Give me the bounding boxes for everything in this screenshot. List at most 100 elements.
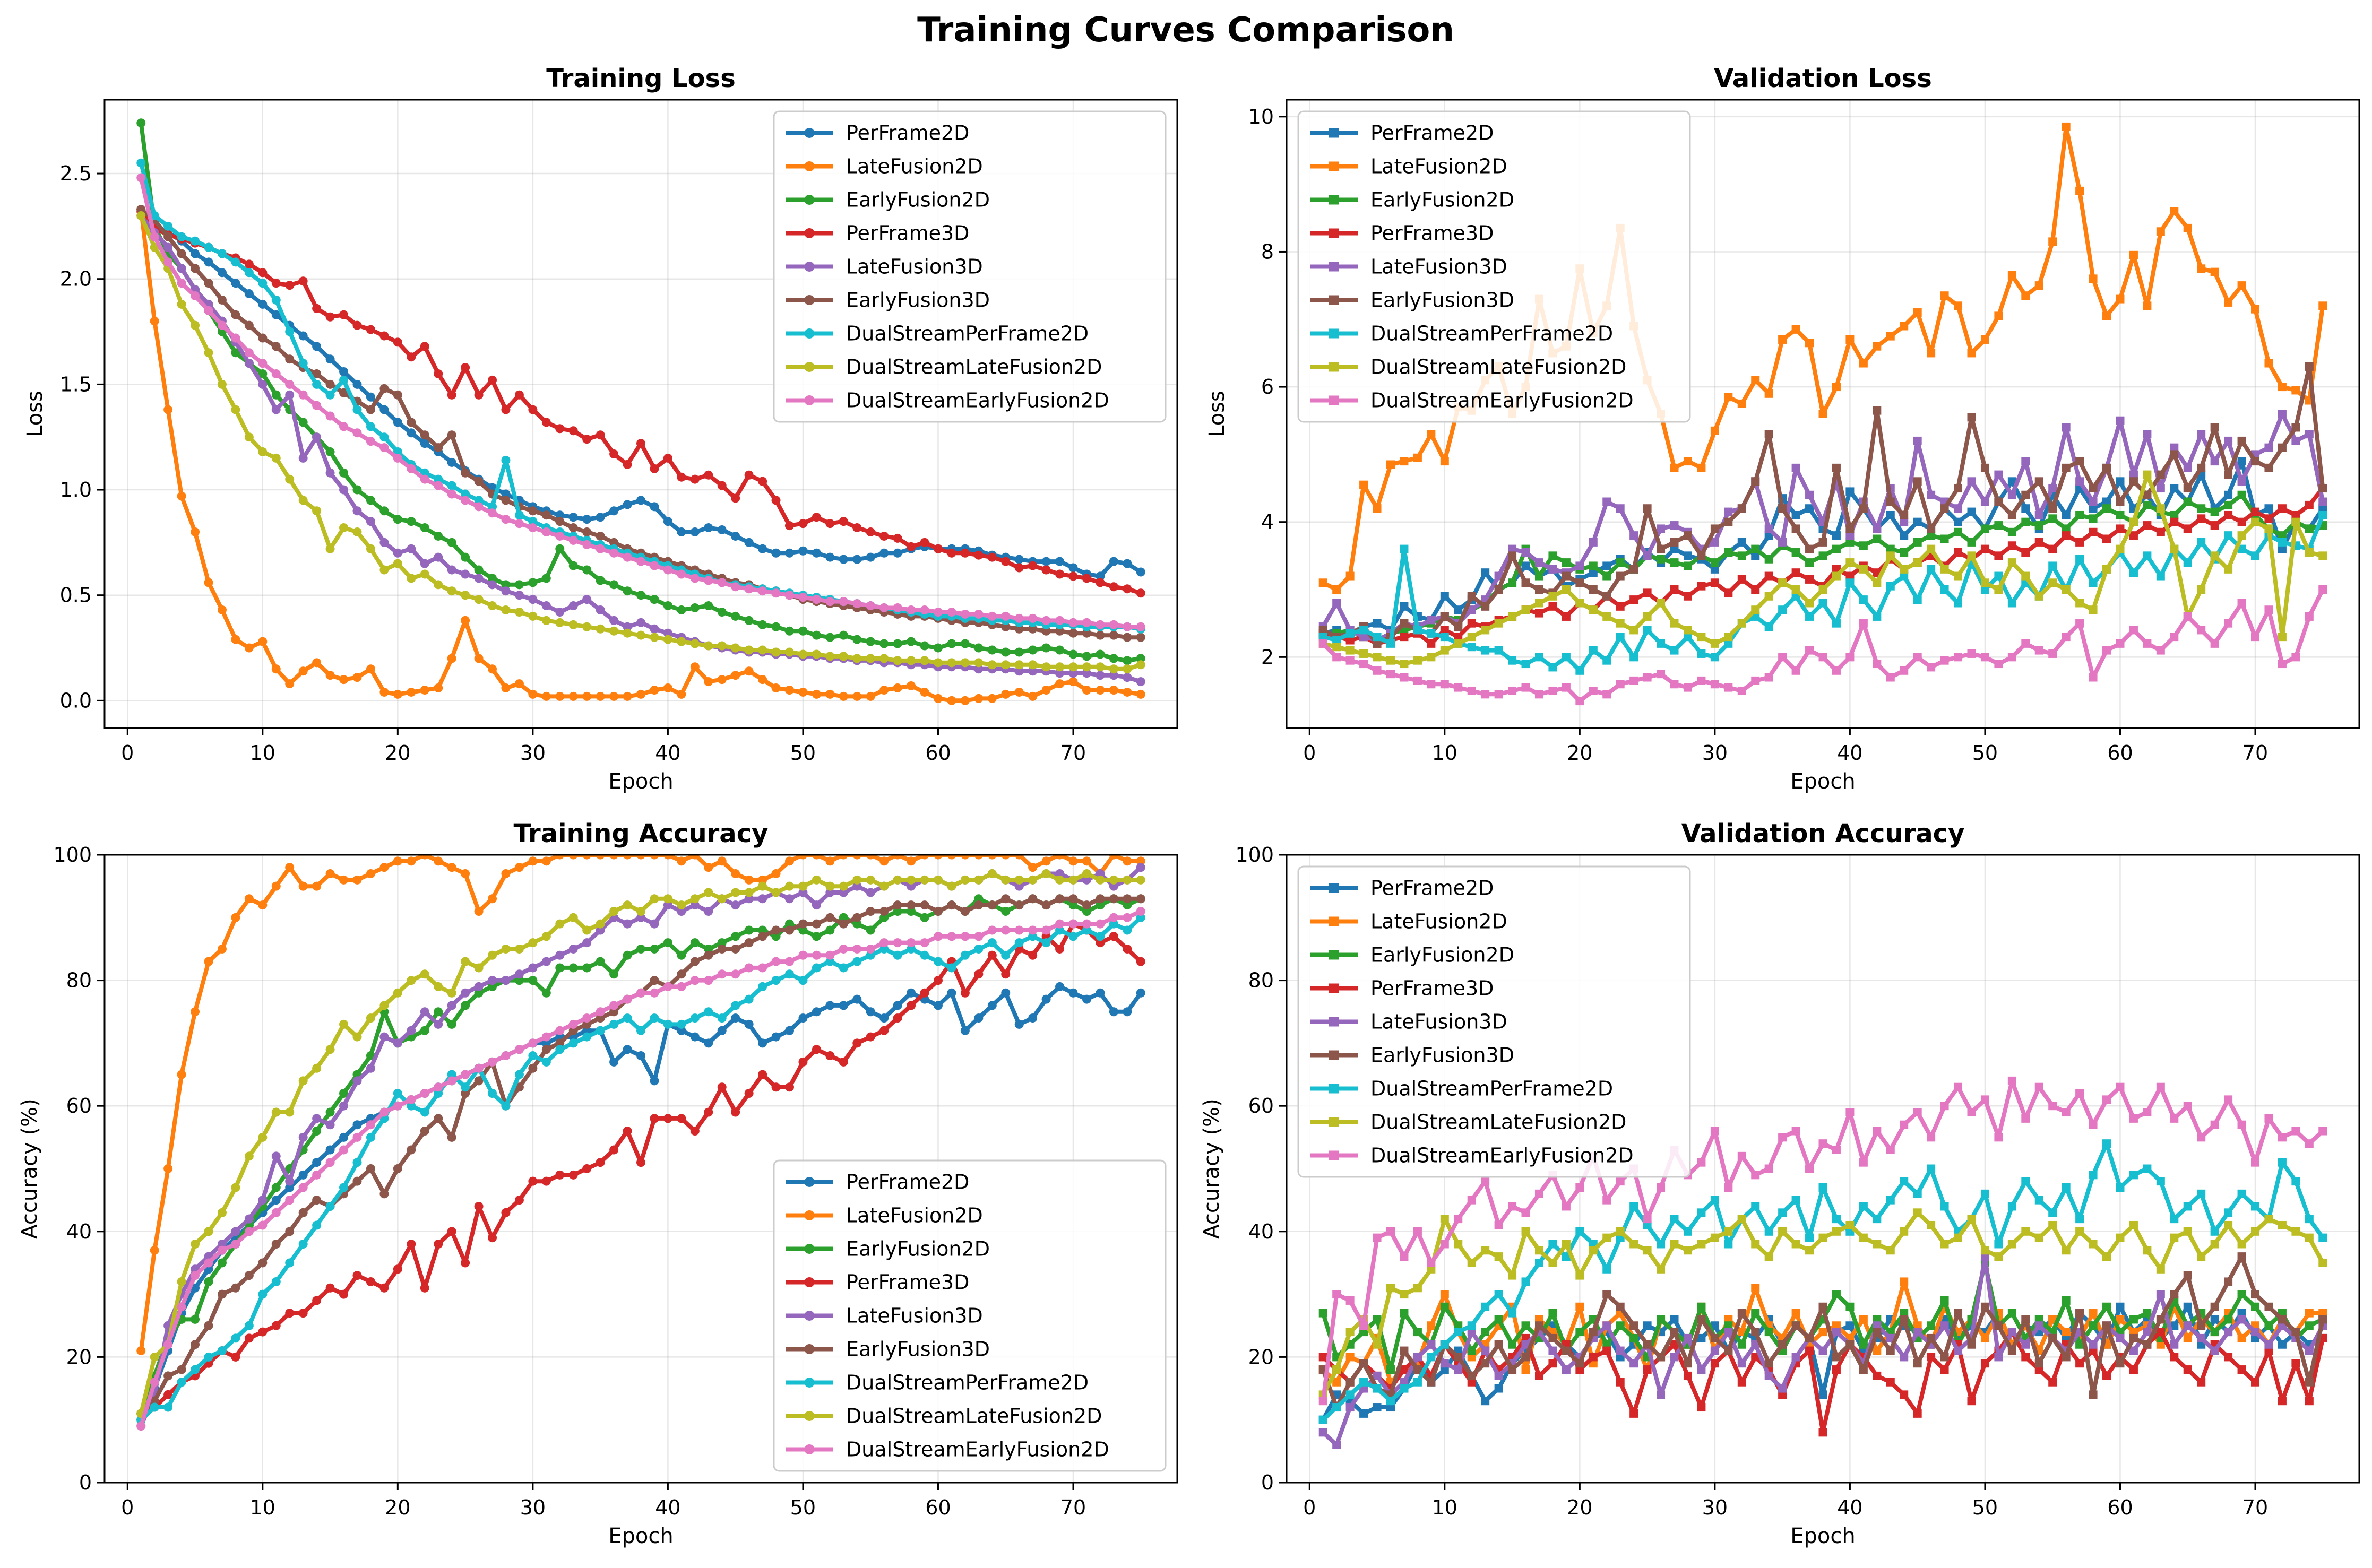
data-point — [596, 430, 605, 440]
data-point — [1589, 646, 1598, 655]
series-line-latefusion2d — [139, 855, 1141, 1352]
data-point — [1616, 680, 1625, 689]
data-point — [555, 607, 565, 617]
data-point — [420, 1007, 429, 1017]
data-point — [1521, 548, 1530, 557]
data-point — [1629, 676, 1638, 685]
data-point — [1994, 1133, 2003, 1142]
legend-item-dualstreamearlyfusion2d: DualStreamEarlyFusion2D — [1310, 1144, 1634, 1167]
data-point — [528, 963, 538, 973]
data-point — [1980, 578, 1989, 587]
data-point — [339, 1019, 349, 1029]
data-point — [812, 950, 821, 960]
data-point — [568, 1019, 578, 1029]
data-point — [2129, 1365, 2138, 1374]
data-point — [285, 1227, 295, 1236]
data-point — [582, 963, 592, 973]
data-point — [1096, 649, 1105, 659]
legend-marker — [1329, 195, 1339, 205]
data-point — [407, 1101, 416, 1111]
data-point — [1068, 628, 1078, 638]
data-point — [1886, 1333, 1895, 1342]
data-point — [514, 976, 524, 985]
data-point — [2034, 646, 2043, 655]
data-point — [1014, 938, 1024, 948]
data-point — [731, 671, 740, 680]
data-point — [974, 932, 984, 941]
data-point — [744, 645, 754, 655]
data-point — [2129, 470, 2138, 479]
data-point — [1413, 1227, 1422, 1236]
data-point — [2183, 484, 2192, 493]
data-point — [1967, 413, 1976, 422]
data-point — [1818, 1390, 1827, 1399]
data-point — [2278, 1340, 2287, 1349]
data-point — [461, 468, 470, 478]
data-point — [379, 863, 389, 872]
data-point — [1873, 406, 1882, 415]
data-point — [1562, 1365, 1571, 1374]
data-point — [312, 1170, 322, 1180]
y-tick-label: 60 — [66, 1094, 92, 1117]
data-point — [812, 932, 821, 941]
data-point — [1602, 1321, 1611, 1330]
x-tick-label: 70 — [1060, 1496, 1086, 1519]
data-point — [1413, 1284, 1422, 1293]
data-point — [163, 405, 173, 414]
data-point — [1001, 557, 1011, 566]
data-point — [2116, 294, 2125, 304]
data-point — [1670, 646, 1679, 655]
data-point — [1927, 1220, 1936, 1229]
data-point — [852, 944, 862, 954]
data-point — [1508, 686, 1517, 695]
data-point — [1562, 653, 1571, 662]
data-point — [474, 1201, 484, 1211]
data-point — [528, 689, 538, 699]
legend-item-latefusion2d: LateFusion2D — [786, 155, 983, 178]
data-point — [1386, 1284, 1395, 1293]
data-point — [2048, 1333, 2057, 1342]
data-point — [2034, 521, 2043, 530]
data-point — [2116, 639, 2125, 648]
data-point — [555, 424, 565, 434]
data-point — [2170, 443, 2179, 452]
data-point — [1980, 1095, 1989, 1104]
data-point — [1954, 1233, 1963, 1242]
data-point — [623, 994, 632, 1004]
data-point — [2197, 538, 2206, 547]
data-point — [2291, 1227, 2300, 1236]
data-point — [1670, 558, 1679, 567]
data-point — [1980, 497, 1989, 506]
data-point — [758, 1038, 767, 1048]
data-point — [2062, 1108, 2071, 1117]
data-point — [2210, 1328, 2219, 1337]
data-point — [596, 531, 605, 541]
data-point — [2183, 612, 2192, 621]
data-point — [2305, 1321, 2314, 1330]
data-point — [974, 855, 984, 860]
data-point — [1068, 677, 1078, 687]
data-point — [191, 236, 200, 246]
data-point — [2264, 443, 2273, 452]
data-point — [1562, 1252, 1571, 1261]
data-point — [2021, 571, 2030, 581]
data-point — [420, 342, 429, 351]
data-point — [312, 1114, 322, 1123]
data-point — [1859, 1340, 1868, 1349]
data-point — [1548, 1333, 1557, 1342]
data-point — [798, 925, 808, 935]
data-point — [150, 1245, 159, 1255]
data-point — [2224, 531, 2233, 540]
data-point — [325, 1107, 335, 1117]
data-point — [352, 1271, 362, 1280]
data-point — [514, 591, 524, 600]
data-point — [1791, 524, 1800, 533]
data-point — [2318, 1315, 2327, 1324]
data-point — [852, 994, 862, 1004]
data-point — [1041, 565, 1051, 575]
data-point — [379, 1107, 389, 1117]
data-point — [1710, 524, 1719, 533]
data-point — [1710, 426, 1719, 435]
data-point — [1670, 1353, 1679, 1362]
data-point — [879, 548, 889, 558]
